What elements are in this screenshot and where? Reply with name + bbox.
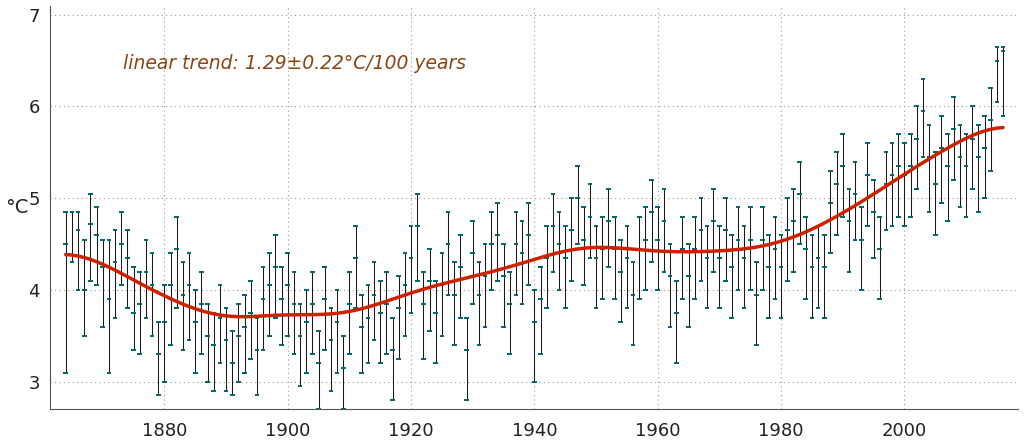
Text: linear trend: 1.29±0.22°C/100 years: linear trend: 1.29±0.22°C/100 years — [123, 54, 466, 73]
Y-axis label: °C: °C — [5, 198, 29, 217]
